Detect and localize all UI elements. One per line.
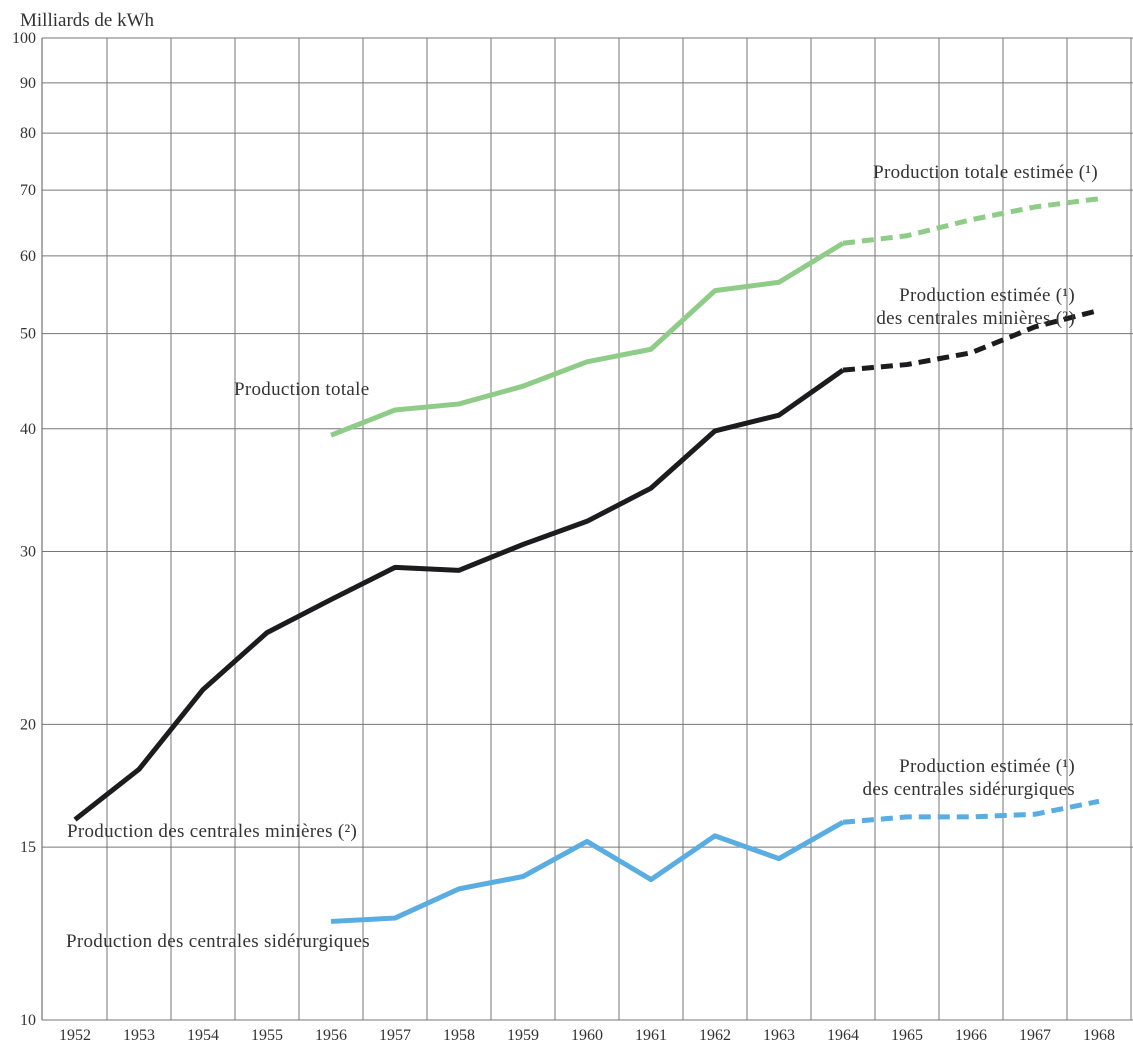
x-tick-label: 1964 bbox=[827, 1027, 859, 1044]
y-tick-label: 20 bbox=[20, 716, 36, 733]
x-tick-label: 1961 bbox=[635, 1027, 667, 1044]
series-label: Production estimée (¹) des centrales sid… bbox=[862, 756, 1075, 800]
y-tick-label: 50 bbox=[20, 326, 36, 343]
x-tick-label: 1959 bbox=[507, 1027, 539, 1044]
y-tick-label: 15 bbox=[20, 839, 36, 856]
series-line bbox=[842, 307, 1100, 373]
y-tick-label: 80 bbox=[20, 125, 36, 142]
x-tick-label: 1955 bbox=[251, 1027, 283, 1044]
series-line bbox=[73, 368, 845, 822]
x-tick-label: 1956 bbox=[315, 1027, 347, 1044]
y-tick-label: 70 bbox=[20, 182, 36, 199]
series-line bbox=[330, 241, 845, 438]
series-label: Production des centrales sidérurgiques bbox=[66, 931, 370, 952]
axis-title: Milliards de kWh bbox=[20, 10, 155, 31]
series-label: Production totale bbox=[234, 379, 370, 400]
x-tick-label: 1958 bbox=[443, 1027, 475, 1044]
x-tick-label: 1967 bbox=[1019, 1027, 1051, 1044]
series-label: Production des centrales minières (²) bbox=[67, 821, 358, 842]
y-tick-label: 30 bbox=[20, 543, 36, 560]
y-tick-label: 90 bbox=[20, 75, 36, 92]
x-tick-label: 1957 bbox=[379, 1027, 411, 1044]
series-label: Production estimée (¹) des centrales min… bbox=[876, 285, 1075, 329]
x-tick-label: 1966 bbox=[955, 1027, 987, 1044]
x-tick-label: 1965 bbox=[891, 1027, 923, 1044]
x-tick-label: 1960 bbox=[571, 1027, 603, 1044]
series-label: Production totale estimée (¹) bbox=[873, 162, 1098, 183]
x-tick-label: 1963 bbox=[763, 1027, 795, 1044]
x-tick-label: 1962 bbox=[699, 1027, 731, 1044]
x-tick-label: 1953 bbox=[123, 1027, 155, 1044]
y-tick-label: 40 bbox=[20, 421, 36, 438]
series-line bbox=[330, 820, 845, 924]
x-tick-label: 1952 bbox=[59, 1027, 91, 1044]
series-line bbox=[842, 798, 1100, 825]
y-tick-label: 100 bbox=[12, 30, 36, 47]
series-line bbox=[842, 196, 1100, 246]
x-tick-label: 1954 bbox=[187, 1027, 219, 1044]
x-tick-label: 1968 bbox=[1083, 1027, 1115, 1044]
y-tick-label: 60 bbox=[20, 248, 36, 265]
y-tick-label: 10 bbox=[20, 1012, 36, 1029]
